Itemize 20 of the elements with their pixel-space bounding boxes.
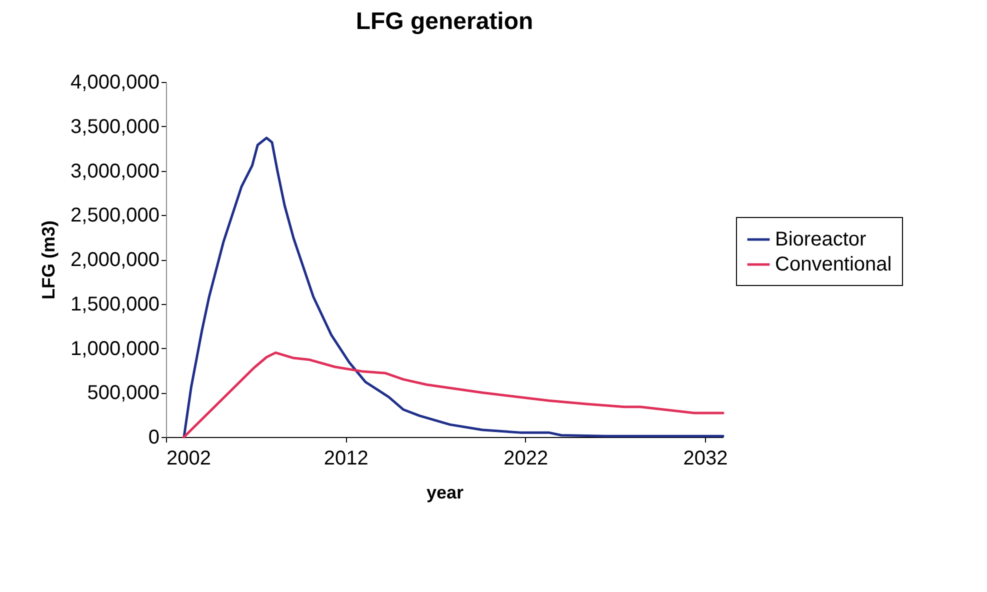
x-tick-label: 2022 bbox=[504, 448, 548, 470]
y-tick-label: 3,500,000 bbox=[70, 116, 160, 138]
x-tick-label: 2002 bbox=[166, 448, 211, 470]
line-series bbox=[182, 136, 724, 438]
chart-title: LFG generation bbox=[356, 8, 534, 35]
x-tick-label: 2012 bbox=[324, 448, 368, 470]
x-axis-title: year bbox=[426, 482, 464, 502]
line-series bbox=[182, 351, 724, 438]
y-tick-label: 2,500,000 bbox=[70, 204, 160, 227]
y-axis-title: LFG (m3) bbox=[38, 220, 59, 300]
y-tick-label: 1,500,000 bbox=[70, 293, 160, 316]
y-tick-label: 0 bbox=[148, 426, 160, 448]
y-tick-label: 500,000 bbox=[87, 382, 160, 404]
legend-label: Conventional bbox=[775, 254, 892, 276]
x-tick-label: 2032 bbox=[683, 448, 728, 470]
y-tick-label: 3,000,000 bbox=[70, 160, 160, 182]
legend-label: Bioreactor bbox=[775, 228, 866, 250]
y-tick-label: 1,000,000 bbox=[70, 338, 160, 360]
y-tick-label: 4,000,000 bbox=[70, 72, 160, 94]
y-tick-label: 2,000,000 bbox=[70, 249, 160, 271]
